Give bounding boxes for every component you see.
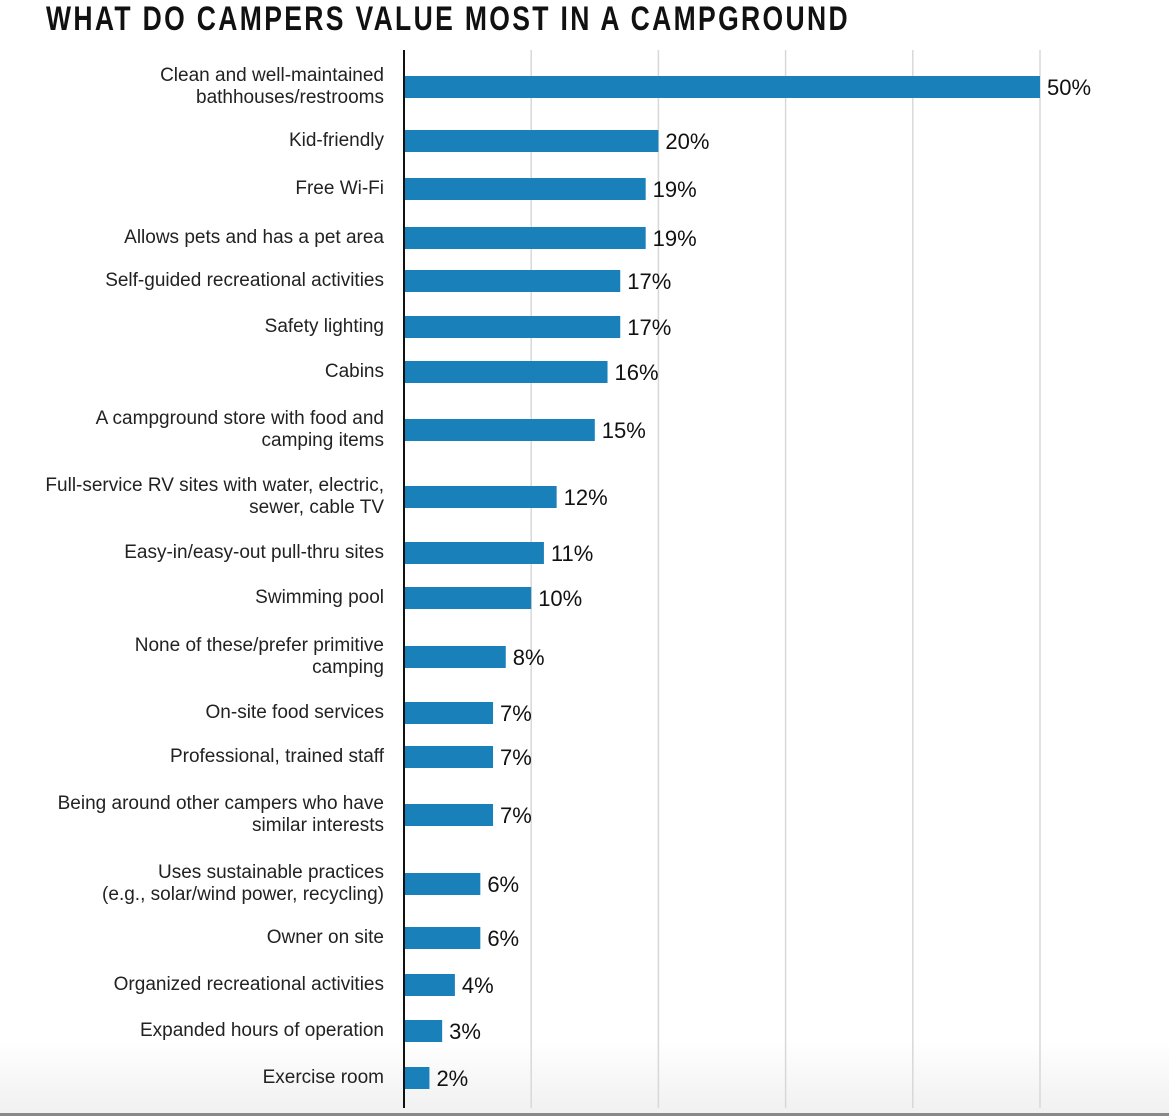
data-label: 50% <box>1047 75 1091 100</box>
data-label: 2% <box>436 1066 468 1091</box>
bar <box>404 227 646 249</box>
data-label: 7% <box>500 803 532 828</box>
category-label: A campground store with food and camping … <box>95 408 384 451</box>
category-label: Organized recreational activities <box>113 974 384 995</box>
category-label: Easy-in/easy-out pull-thru sites <box>124 542 384 563</box>
category-label: Kid-friendly <box>288 130 384 151</box>
category-label: Full-service RV sites with water, electr… <box>45 475 384 518</box>
data-label: 16% <box>615 360 659 385</box>
category-label: Professional, trained staff <box>169 746 384 767</box>
chart-title: WHAT DO CAMPERS VALUE MOST IN A CAMPGROU… <box>46 0 850 38</box>
data-label: 15% <box>602 418 646 443</box>
bar <box>404 804 494 826</box>
bar <box>404 587 532 609</box>
bar <box>404 927 481 949</box>
data-label: 19% <box>653 226 697 251</box>
data-label: 20% <box>665 129 709 154</box>
data-label: 7% <box>500 701 532 726</box>
bar <box>404 486 557 508</box>
category-label: Exercise room <box>262 1067 384 1088</box>
data-label: 10% <box>538 586 582 611</box>
category-label: Free Wi-Fi <box>295 178 384 199</box>
category-label: Self-guided recreational activities <box>105 270 384 291</box>
bar <box>404 130 659 152</box>
category-label: Cabins <box>324 361 384 382</box>
bar <box>404 746 494 768</box>
data-label: 6% <box>487 926 519 951</box>
bar <box>404 542 544 564</box>
data-label: 17% <box>627 269 671 294</box>
bottom-border <box>0 1113 1169 1116</box>
category-label: Safety lighting <box>264 316 384 337</box>
category-label: Being around other campers who have simil… <box>57 793 384 836</box>
data-label: 11% <box>551 541 593 566</box>
bar <box>404 419 595 441</box>
category-label: Clean and well-maintained bathhouses/rest… <box>160 65 384 108</box>
bar <box>404 1067 430 1089</box>
bar <box>404 974 455 996</box>
bar <box>404 270 621 292</box>
bar <box>404 702 494 724</box>
bar <box>404 1020 443 1042</box>
bar <box>404 76 1040 98</box>
bar <box>404 178 646 200</box>
data-label: 17% <box>627 315 671 340</box>
data-label: 3% <box>449 1019 481 1044</box>
data-label: 8% <box>513 645 545 670</box>
data-label: 7% <box>500 745 532 770</box>
bar <box>404 873 481 895</box>
category-label: On-site food services <box>205 702 384 723</box>
category-label: None of these/prefer primitive camping <box>134 635 384 678</box>
category-label: Allows pets and has a pet area <box>124 227 384 248</box>
data-label: 6% <box>487 872 519 897</box>
category-label: Uses sustainable practices (e.g., solar/w… <box>102 862 384 905</box>
category-label: Owner on site <box>266 927 384 948</box>
bar <box>404 316 621 338</box>
category-label: Expanded hours of operation <box>139 1020 384 1041</box>
category-label: Swimming pool <box>255 587 384 608</box>
data-label: 12% <box>564 485 608 510</box>
data-label: 4% <box>462 973 494 998</box>
data-label: 19% <box>653 177 697 202</box>
bar <box>404 361 608 383</box>
bar <box>404 646 506 668</box>
